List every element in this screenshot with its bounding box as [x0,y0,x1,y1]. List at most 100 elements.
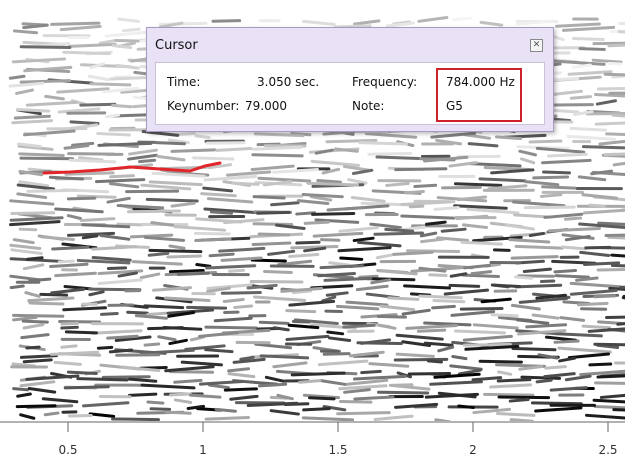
stroke [15,404,57,409]
highlight-box [436,68,522,122]
stroke [166,254,202,259]
field-label: Keynumber: [167,99,240,113]
stroke [563,216,583,221]
stroke [71,141,95,147]
stroke [605,315,625,319]
stroke [194,237,232,243]
stroke [167,311,196,318]
stroke [204,348,234,354]
stroke [612,408,625,412]
stroke [9,257,65,263]
stroke [180,360,223,367]
stroke [423,321,472,327]
stroke [455,214,489,221]
stroke [395,352,435,358]
stroke [544,365,567,370]
stroke [460,240,503,246]
stroke [583,261,621,266]
stroke [535,146,586,154]
stroke [610,263,625,268]
tick-label: 2 [469,443,477,457]
stroke [588,362,613,367]
stroke [143,235,186,242]
stroke [19,380,56,388]
stroke [551,59,606,66]
stroke [573,110,594,116]
stroke [522,267,552,274]
stroke [16,183,56,191]
stroke [62,50,111,56]
stroke [25,345,41,350]
stroke [306,181,359,187]
stroke [508,238,551,244]
stroke [111,103,133,109]
stroke [63,385,110,390]
stroke [146,311,168,316]
stroke [302,393,341,400]
stroke [497,395,551,400]
stroke [263,269,293,274]
stroke [143,342,161,347]
stroke [532,175,570,180]
stroke [57,107,101,114]
stroke [195,263,212,268]
stroke [251,241,292,247]
stroke [122,27,141,33]
stroke [253,132,305,138]
stroke [323,276,373,282]
close-button[interactable]: ✕ [530,39,543,52]
stroke [321,167,341,175]
stroke [218,246,266,253]
stroke [325,138,378,144]
tick-label: 2.5 [598,443,617,457]
stroke [599,393,625,399]
stroke [134,314,168,320]
field-value: 784.000 Hz [446,75,515,89]
stroke [581,145,625,150]
stroke [471,376,503,382]
stroke [496,412,536,417]
stroke [17,144,54,151]
stroke [9,199,55,206]
stroke [9,284,25,290]
stroke [607,43,625,48]
stroke [24,291,41,298]
stroke [541,158,592,165]
stroke [139,348,195,355]
stroke [569,95,593,100]
stroke [432,299,466,304]
stroke [514,283,563,289]
stroke [250,164,295,171]
stroke [462,342,512,347]
stroke [120,365,161,373]
stroke [94,178,146,184]
stroke [25,100,78,107]
stroke [164,296,211,302]
stroke [515,259,545,265]
window-title: Cursor [155,38,198,53]
stroke [173,398,193,404]
stroke [43,411,60,417]
stroke [207,163,233,170]
stroke [479,20,504,27]
stroke [79,102,117,107]
field-value: G5 [446,99,463,113]
stroke [575,276,599,282]
stroke [523,180,560,187]
stroke [253,295,307,302]
stroke [9,216,64,222]
stroke [192,156,235,161]
stroke [328,261,351,267]
stroke [269,409,300,416]
stroke [101,375,151,379]
stroke [145,197,199,203]
stroke [560,245,587,251]
stroke [423,155,469,163]
stroke [16,192,48,200]
stroke [64,171,115,176]
stroke [126,310,149,315]
stroke [350,195,386,203]
stroke [555,22,601,28]
stroke [53,360,82,366]
stroke [351,168,374,175]
